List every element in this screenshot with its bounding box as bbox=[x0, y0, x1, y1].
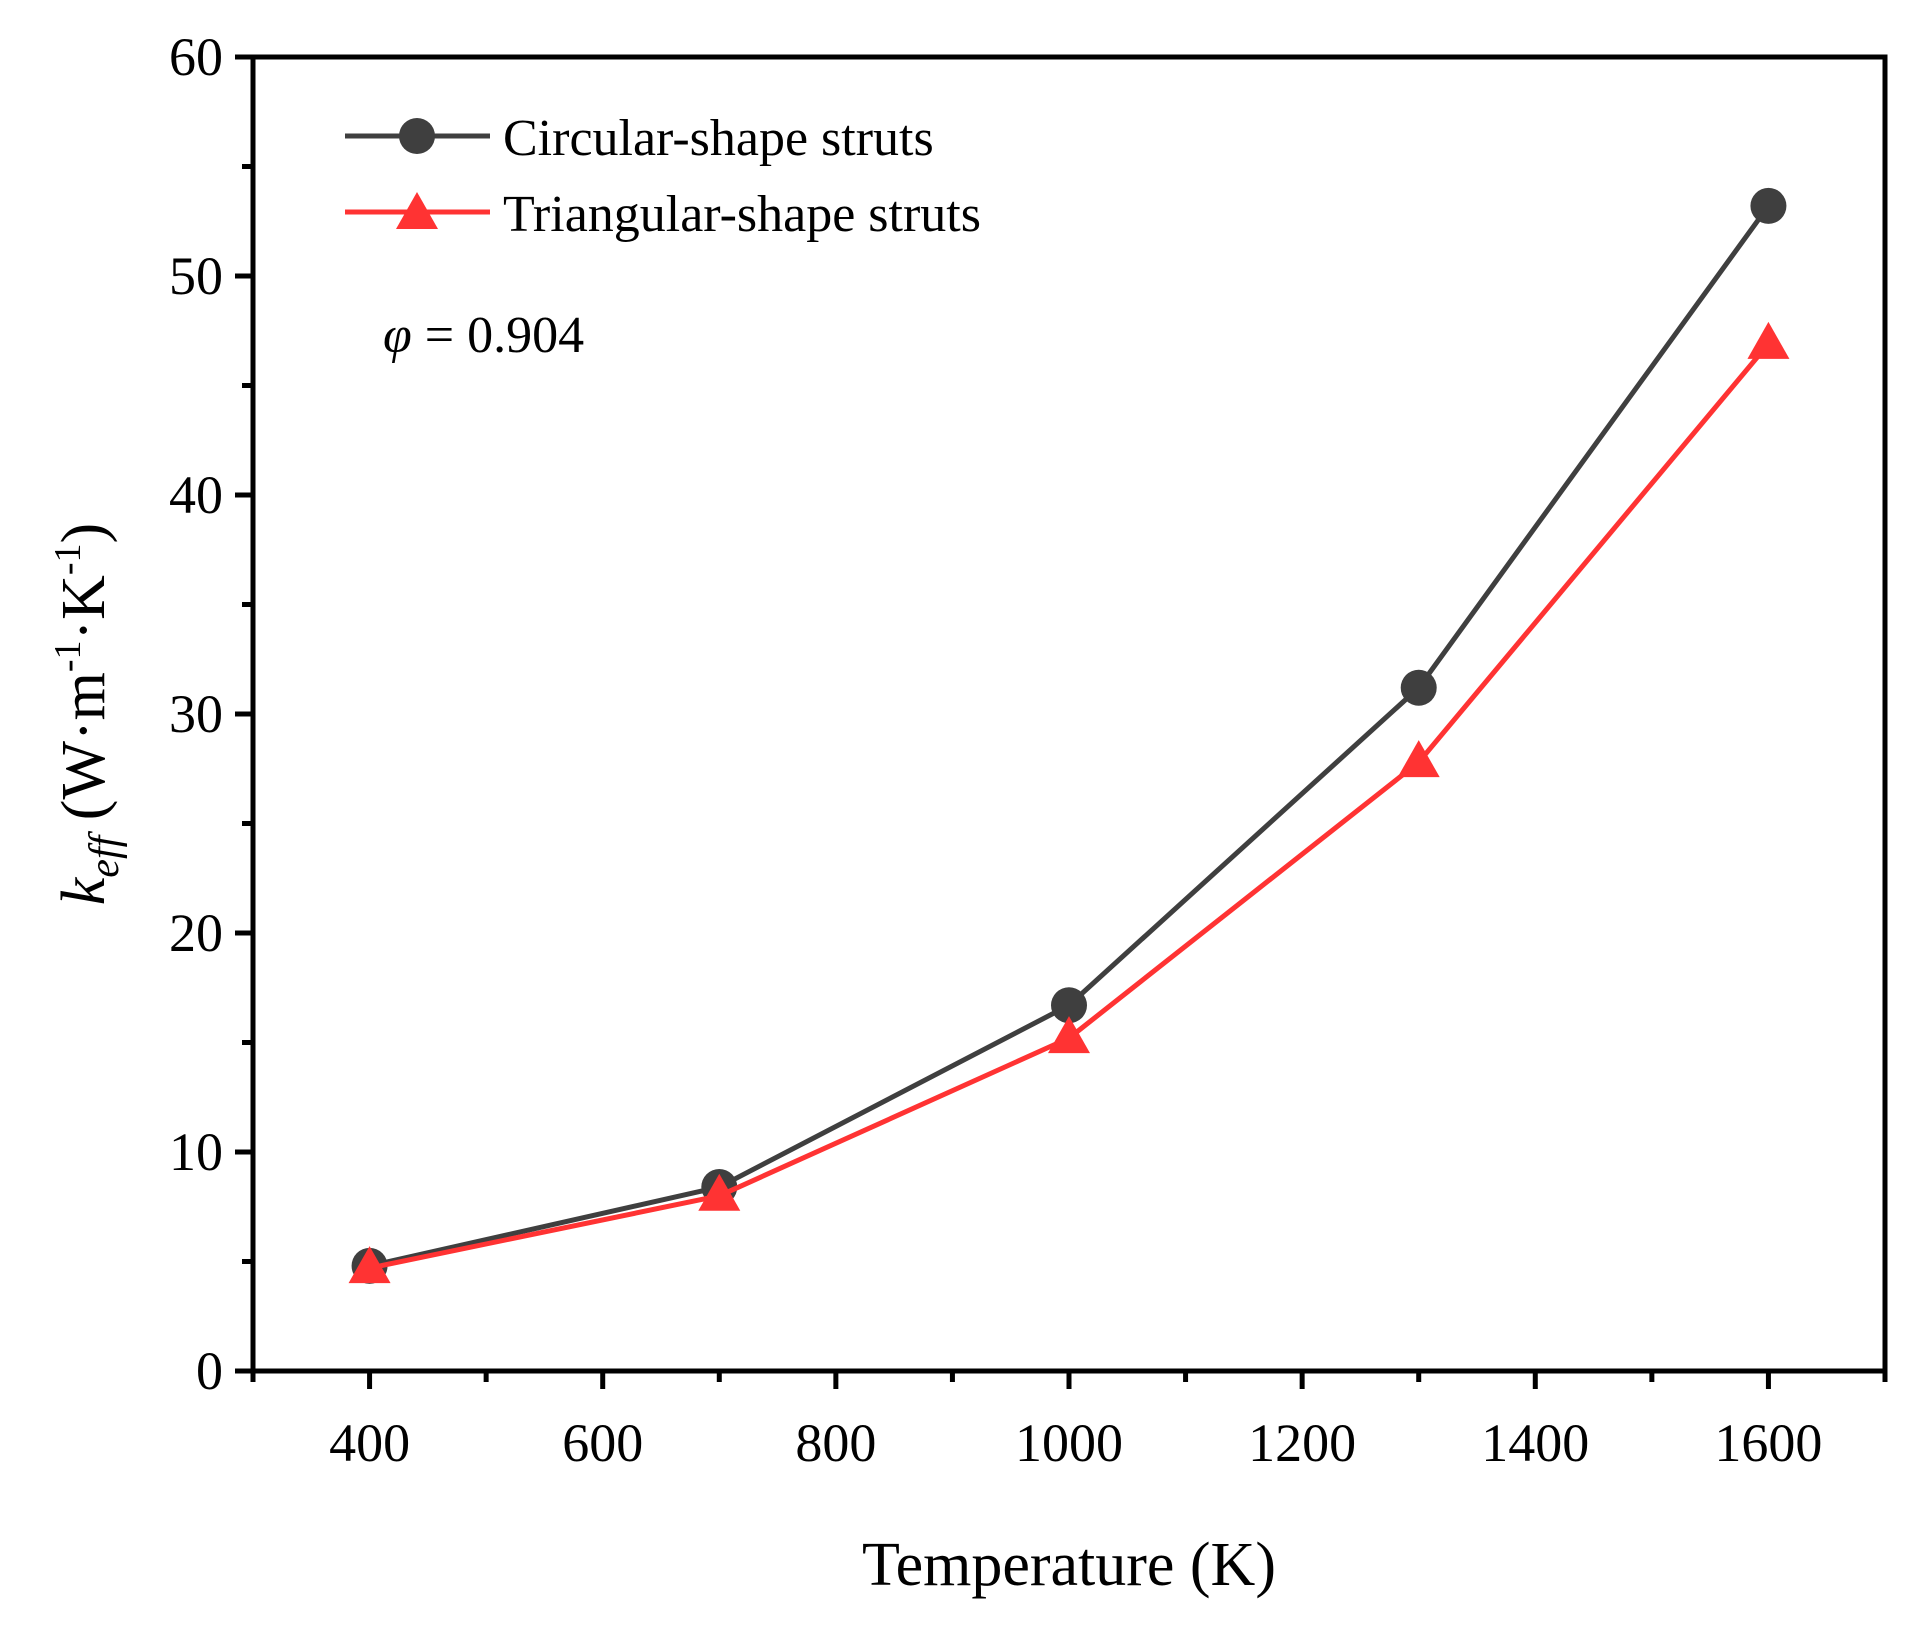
x-tick-label-600: 600 bbox=[562, 1413, 643, 1473]
y-tick-label-10: 10 bbox=[169, 1122, 223, 1182]
series-layer bbox=[348, 187, 1790, 1284]
point-circular-1300 bbox=[1400, 669, 1437, 706]
point-circular-1600 bbox=[1750, 187, 1787, 224]
y-axis-unit-open: (W·m bbox=[50, 672, 118, 836]
legend-label-triangular: Triangular-shape struts bbox=[503, 186, 981, 243]
porosity-value: = 0.904 bbox=[412, 307, 584, 364]
legend-marker-triangular bbox=[396, 192, 438, 229]
x-tick-label-400: 400 bbox=[329, 1413, 410, 1473]
legend-label-circular: Circular-shape struts bbox=[503, 110, 934, 167]
x-axis-title: Temperature (K) bbox=[862, 1531, 1276, 1599]
porosity-annotation: φ = 0.904 bbox=[383, 307, 584, 364]
series-line-triangular bbox=[369, 342, 1771, 1271]
y-tick-label-40: 40 bbox=[169, 465, 223, 525]
legend-entry-circular: Circular-shape struts bbox=[345, 110, 934, 167]
legend-entry-triangular: Triangular-shape struts bbox=[345, 186, 981, 243]
y-axis-symbol: k bbox=[50, 876, 118, 905]
x-tick-label-1400: 1400 bbox=[1481, 1413, 1589, 1473]
point-triangular-700 bbox=[698, 1173, 741, 1211]
y-axis-exponent-1: -1 bbox=[47, 641, 89, 673]
legend: Circular-shape struts Triangular-shape s… bbox=[345, 110, 981, 243]
y-axis-unit-close: ) bbox=[50, 523, 118, 544]
point-triangular-1000 bbox=[1048, 1016, 1090, 1054]
y-tick-label-0: 0 bbox=[196, 1341, 223, 1401]
point-circular-1000 bbox=[1051, 987, 1087, 1024]
tick-labels: 400 600 800 1000 1200 1400 1600 0 10 20 30 40 50 60 bbox=[169, 27, 1822, 1473]
point-triangular-1600 bbox=[1747, 321, 1790, 359]
ticks bbox=[235, 54, 1888, 1389]
y-tick-label-30: 30 bbox=[169, 684, 223, 744]
y-axis-subscript: eff bbox=[82, 830, 128, 877]
y-axis-title: keff (W·m-1·K-1) bbox=[47, 523, 128, 905]
x-tick-label-1600: 1600 bbox=[1714, 1413, 1822, 1473]
x-tick-label-800: 800 bbox=[795, 1413, 876, 1473]
y-tick-label-50: 50 bbox=[169, 246, 223, 306]
legend-marker-circular bbox=[399, 118, 435, 154]
plot-frame bbox=[250, 54, 1888, 1374]
y-tick-label-60: 60 bbox=[169, 27, 223, 87]
y-axis-unit-middle: ·K bbox=[50, 575, 118, 641]
y-tick-label-20: 20 bbox=[169, 903, 223, 963]
x-tick-label-1000: 1000 bbox=[1015, 1413, 1123, 1473]
series-line-circular bbox=[369, 204, 1771, 1269]
y-axis-exponent-2: -1 bbox=[47, 543, 89, 575]
porosity-symbol: φ bbox=[383, 307, 412, 364]
point-triangular-400 bbox=[348, 1246, 391, 1284]
x-tick-label-1200: 1200 bbox=[1248, 1413, 1356, 1473]
point-triangular-1300 bbox=[1397, 740, 1440, 778]
